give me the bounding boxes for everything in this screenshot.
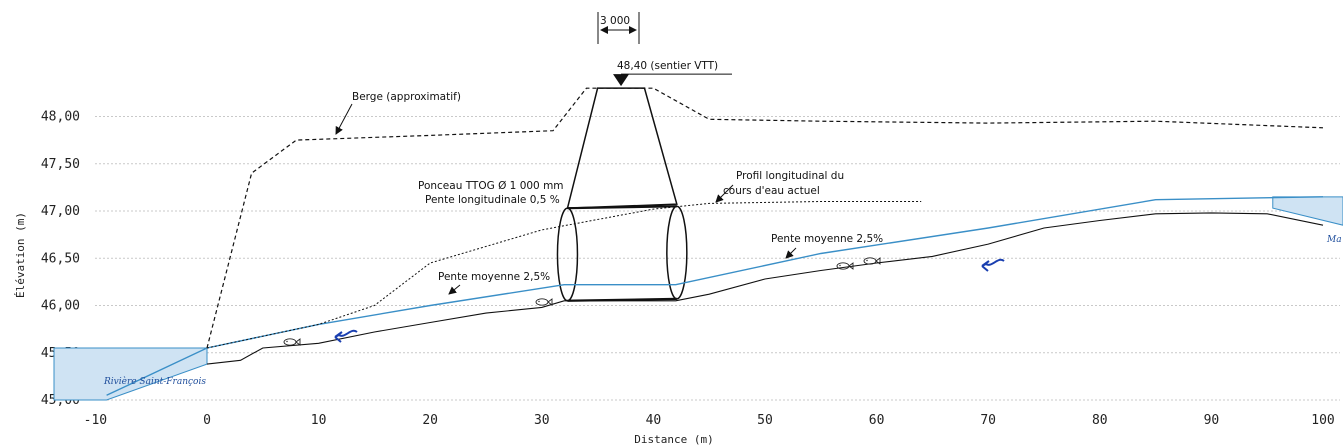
crest-triangle-icon (613, 74, 630, 87)
width-dimension-label: 3 000 (600, 15, 630, 27)
y-tick-label: 46,00 (41, 299, 80, 314)
x-tick-label: 20 (422, 413, 438, 428)
culvert (556, 205, 688, 302)
series-bank-approx (206, 87, 1324, 349)
series-current-profile (206, 201, 922, 349)
x-tick-label: 60 (869, 413, 885, 428)
flow-arrow-icon (334, 329, 358, 343)
x-axis-title: Distance (m) (634, 433, 713, 446)
x-tick-labels: -10 0 10 20 30 40 50 60 70 80 90 100 (84, 413, 1335, 428)
x-tick-label: 90 (1204, 413, 1220, 428)
width-dimension (597, 12, 640, 44)
bank-leader (335, 103, 353, 135)
y-tick-label: 46,50 (41, 251, 80, 266)
y-tick-label: 47,00 (41, 204, 80, 219)
river-left-water (53, 347, 208, 401)
fish-icon (535, 298, 553, 306)
series-water-level (106, 196, 1324, 396)
y-tick-label: 48,00 (41, 110, 80, 125)
x-tick-label: 50 (757, 413, 773, 428)
profile-label-2: cours d'eau actuel (723, 185, 820, 197)
slope-left-label: Pente moyenne 2,5% (438, 271, 550, 283)
slope-left-leader (448, 284, 461, 295)
culvert-label-2: Pente longitudinale 0,5 % (425, 194, 560, 206)
fish-icon (836, 262, 854, 270)
culvert-label-1: Ponceau TTOG Ø 1 000 mm (418, 180, 564, 192)
x-tick-label: 70 (980, 413, 996, 428)
crest-label: 48,40 (sentier VTT) (617, 60, 718, 72)
embankment (566, 87, 678, 209)
profile-leader (715, 184, 734, 203)
x-tick-label: 30 (534, 413, 550, 428)
river-right-label: Ma (1326, 235, 1342, 245)
slope-right-label: Pente moyenne 2,5% (771, 233, 883, 245)
flow-arrow-icon (981, 258, 1005, 272)
series-streambed (206, 212, 1324, 365)
x-tick-label: -10 (84, 413, 107, 428)
fish-icon (863, 257, 881, 265)
x-tick-label: 10 (311, 413, 327, 428)
fish-icon (283, 338, 301, 346)
x-tick-label: 0 (203, 413, 211, 428)
x-tick-label: 100 (1311, 413, 1334, 428)
slope-right-leader (785, 247, 797, 259)
fish-icons (283, 257, 881, 346)
river-left-label: Rivière Saint-François (103, 376, 206, 387)
bank-label: Berge (approximatif) (352, 91, 461, 103)
x-tick-label: 80 (1092, 413, 1108, 428)
y-axis-title: Élévation (m) (14, 212, 27, 298)
grid-lines (95, 116, 1340, 401)
profile-label-1: Profil longitudinal du (736, 170, 844, 182)
x-tick-label: 40 (646, 413, 662, 428)
river-right-water (1272, 196, 1343, 226)
y-tick-label: 47,50 (41, 157, 80, 172)
culvert-inlet (556, 207, 579, 302)
